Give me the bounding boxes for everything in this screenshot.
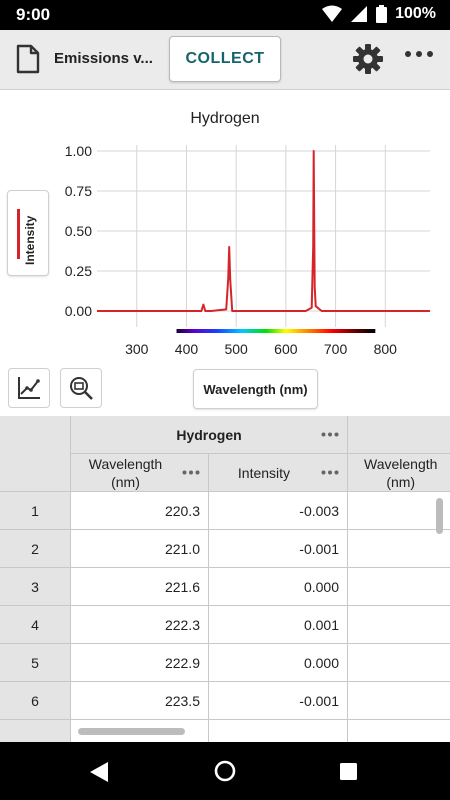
column-header-wavelength[interactable]: Wavelength (nm) — [71, 454, 209, 492]
column-header-label: Wavelength (nm) — [364, 455, 438, 490]
series-line-hydrogen — [97, 150, 430, 312]
file-icon[interactable] — [16, 44, 40, 74]
y-axis-legend-button[interactable]: Intensity — [7, 190, 49, 276]
more-options-icon[interactable] — [404, 50, 434, 58]
x-tick-label: 800 — [374, 341, 398, 357]
column-header-intensity[interactable]: Intensity — [209, 454, 348, 492]
graph-title: Hydrogen — [190, 110, 260, 127]
cell-empty[interactable] — [348, 682, 450, 720]
cell-intensity[interactable]: 0.000 — [209, 568, 348, 606]
column-header-wavelength-2[interactable]: Wavelength (nm) — [348, 454, 450, 492]
spectrum-chart[interactable]: 300 400 500 600 700 800 0.00 0.25 0.50 0.75 1.00 — [0, 90, 450, 360]
column-header-label: Intensity — [237, 464, 291, 481]
status-icons: 100% — [322, 5, 436, 23]
graph-panel: Hydrogen 300 400 500 600 700 800 0.00 0.25 0.50 0… — [0, 90, 450, 416]
table-group-header: Hydrogen — [71, 416, 348, 454]
cell-intensity[interactable]: -0.003 — [209, 492, 348, 530]
gear-icon[interactable] — [352, 43, 384, 75]
cell-intensity[interactable]: -0.001 — [209, 682, 348, 720]
series-color-swatch — [17, 209, 20, 259]
collect-button[interactable]: COLLECT — [169, 36, 281, 82]
graph-options-button[interactable] — [8, 368, 50, 408]
wifi-icon — [322, 5, 343, 22]
x-tick-label: 500 — [224, 341, 248, 357]
table-group-header-next — [348, 416, 450, 454]
data-table[interactable]: Hydrogen Wavelength (nm) Intensity Wavel… — [0, 416, 450, 742]
cell-wavelength[interactable]: 221.6 — [71, 568, 209, 606]
x-tick-label: 600 — [274, 341, 298, 357]
cell-wavelength[interactable]: 223.5 — [71, 682, 209, 720]
row-number: 2 — [0, 530, 71, 568]
cell-wavelength[interactable]: 222.3 — [71, 606, 209, 644]
battery-icon — [376, 5, 388, 23]
cell-wavelength[interactable]: 221.0 — [71, 530, 209, 568]
cell-empty[interactable] — [348, 644, 450, 682]
recent-apps-icon[interactable] — [340, 763, 357, 780]
cell-empty[interactable] — [348, 492, 450, 530]
cell-intensity[interactable]: -0.001 — [209, 530, 348, 568]
cell-intensity[interactable]: 0.001 — [209, 606, 348, 644]
cell-wavelength[interactable]: 222.9 — [71, 644, 209, 682]
cell-empty[interactable] — [348, 568, 450, 606]
cell-empty[interactable] — [348, 530, 450, 568]
x-tick-label: 700 — [324, 341, 348, 357]
x-tick-label: 300 — [125, 341, 149, 357]
cell-partial[interactable] — [348, 720, 450, 742]
file-title[interactable]: Emissions v... — [54, 50, 153, 67]
cell-intensity[interactable]: 0.000 — [209, 644, 348, 682]
y-tick-label: 0.25 — [65, 263, 92, 279]
cell-partial[interactable] — [209, 720, 348, 742]
zoom-button[interactable] — [60, 368, 102, 408]
y-tick-label: 1.00 — [65, 143, 92, 159]
row-number: 6 — [0, 682, 71, 720]
app-bar: Emissions v... COLLECT — [0, 30, 450, 90]
y-tick-label: 0.50 — [65, 223, 92, 239]
back-icon[interactable] — [90, 762, 108, 782]
cell-signal-icon — [351, 6, 368, 22]
row-number-partial — [0, 720, 71, 742]
graph-options-icon — [18, 377, 40, 399]
navigation-bar — [0, 742, 450, 800]
row-number: 3 — [0, 568, 71, 606]
cell-empty[interactable] — [348, 606, 450, 644]
column-more-icon[interactable] — [182, 470, 200, 475]
x-tick-label: 400 — [175, 341, 199, 357]
vertical-scrollbar[interactable] — [436, 498, 443, 534]
cell-wavelength[interactable]: 220.3 — [71, 492, 209, 530]
zoom-icon — [70, 377, 93, 400]
table-corner — [0, 416, 71, 492]
battery-percentage: 100% — [395, 5, 436, 22]
y-tick-label: 0.00 — [65, 303, 92, 319]
y-axis-label: Intensity — [23, 215, 37, 265]
column-more-icon[interactable] — [321, 470, 339, 475]
row-number: 1 — [0, 492, 71, 530]
group-more-icon[interactable] — [321, 432, 339, 437]
status-time: 9:00 — [16, 5, 51, 24]
row-number: 4 — [0, 606, 71, 644]
column-header-label: Wavelength (nm) — [88, 455, 163, 490]
table-group-title: Hydrogen — [176, 426, 242, 443]
visible-spectrum-bar — [176, 329, 376, 333]
horizontal-scrollbar[interactable] — [78, 728, 185, 735]
home-icon[interactable] — [214, 760, 236, 782]
row-number: 5 — [0, 644, 71, 682]
y-tick-label: 0.75 — [65, 183, 92, 199]
x-axis-label-button[interactable]: Wavelength (nm) — [193, 369, 318, 409]
status-bar: 9:00 100% — [0, 0, 450, 30]
